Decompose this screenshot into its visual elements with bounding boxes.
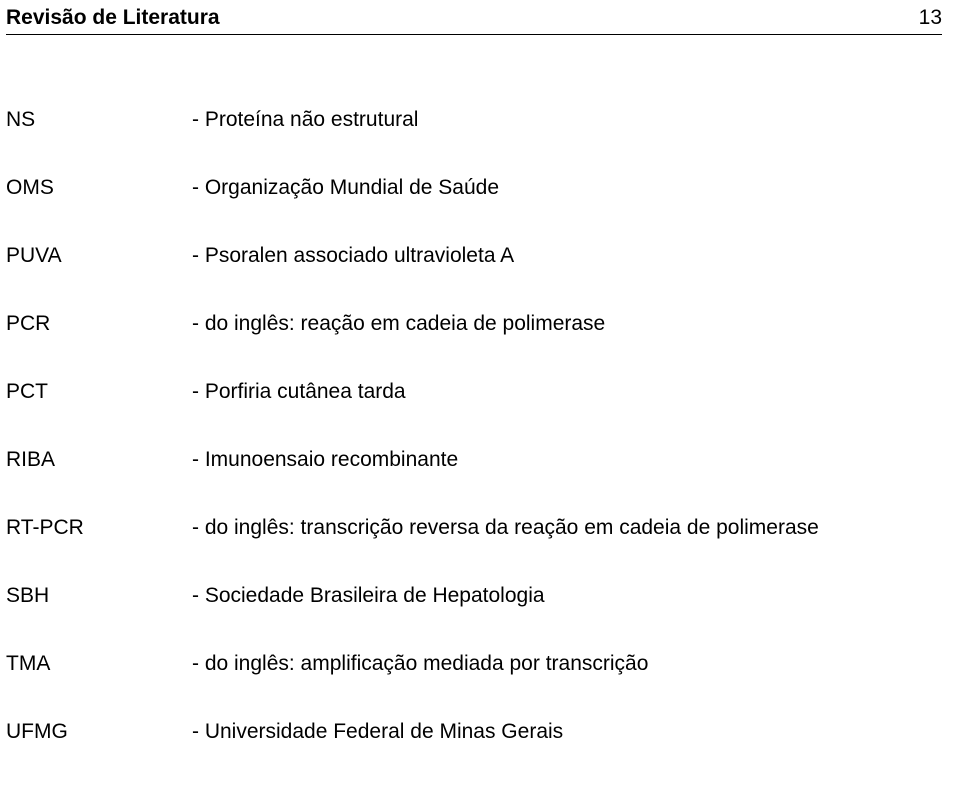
definition-row: RIBA - Imunoensaio recombinante <box>6 448 942 472</box>
page: Revisão de Literatura 13 NS - Proteína n… <box>0 0 960 731</box>
definition-row: RT-PCR - do inglês: transcrição reversa … <box>6 516 942 540</box>
section-title: Revisão de Literatura <box>6 6 220 30</box>
definition: - Sociedade Brasileira de Hepatologia <box>192 584 942 608</box>
term: PCT <box>6 380 192 404</box>
definition-row: PCT - Porfiria cutânea tarda <box>6 380 942 404</box>
definition-row: SBH - Sociedade Brasileira de Hepatologi… <box>6 584 942 608</box>
definition: - do inglês: reação em cadeia de polimer… <box>192 312 942 336</box>
term: OMS <box>6 176 192 200</box>
header-rule <box>6 34 942 35</box>
definition-row: OMS - Organização Mundial de Saúde <box>6 176 942 200</box>
definition: - Organização Mundial de Saúde <box>192 176 942 200</box>
definitions-list: NS - Proteína não estrutural OMS - Organ… <box>6 108 942 788</box>
page-number: 13 <box>919 6 942 30</box>
term: SBH <box>6 584 192 608</box>
term: PUVA <box>6 244 192 268</box>
term: RIBA <box>6 448 192 472</box>
definition: - do inglês: transcrição reversa da reaç… <box>192 516 942 540</box>
page-header: Revisão de Literatura 13 <box>0 6 960 40</box>
term: PCR <box>6 312 192 336</box>
definition-row: PCR - do inglês: reação em cadeia de pol… <box>6 312 942 336</box>
term: NS <box>6 108 192 132</box>
definition: - Universidade Federal de Minas Gerais <box>192 720 942 744</box>
definition: - Proteína não estrutural <box>192 108 942 132</box>
definition-row: TMA - do inglês: amplificação mediada po… <box>6 652 942 676</box>
definition-row: NS - Proteína não estrutural <box>6 108 942 132</box>
definition-row: PUVA - Psoralen associado ultravioleta A <box>6 244 942 268</box>
term: TMA <box>6 652 192 676</box>
definition: - Porfiria cutânea tarda <box>192 380 942 404</box>
definition-row: UFMG - Universidade Federal de Minas Ger… <box>6 720 942 744</box>
definition: - do inglês: amplificação mediada por tr… <box>192 652 942 676</box>
term: RT-PCR <box>6 516 192 540</box>
definition: - Psoralen associado ultravioleta A <box>192 244 942 268</box>
term: UFMG <box>6 720 192 744</box>
definition: - Imunoensaio recombinante <box>192 448 942 472</box>
